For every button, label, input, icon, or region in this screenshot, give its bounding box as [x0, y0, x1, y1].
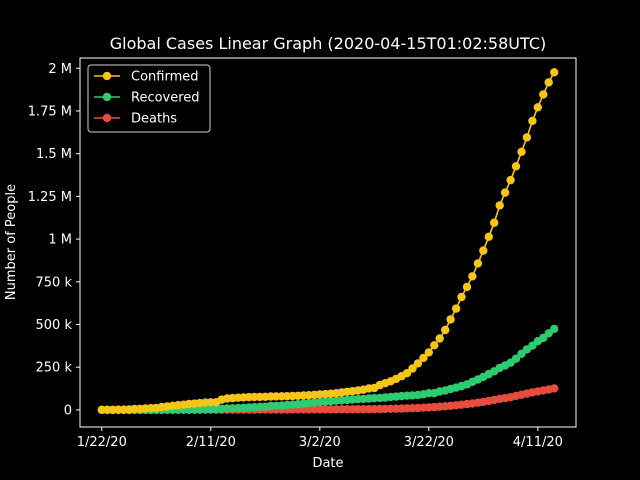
data-point [441, 325, 450, 335]
legend-marker [102, 113, 112, 123]
data-point [533, 103, 542, 112]
x-tick-label: 2/11/20 [186, 435, 236, 450]
data-point [550, 324, 559, 334]
data-point [484, 232, 493, 241]
data-point [473, 259, 483, 268]
data-point [435, 334, 444, 343]
data-point [451, 304, 461, 313]
data-point [550, 384, 559, 393]
y-axis-label: Number of People [4, 184, 19, 300]
plot-layer [97, 68, 559, 415]
y-tick-label: 500 k [36, 318, 73, 333]
y-tick-label: 250 k [36, 361, 73, 376]
data-point [506, 175, 515, 185]
legend-label: Deaths [131, 112, 177, 127]
y-tick-label: 1.75 M [28, 104, 72, 119]
data-point [495, 201, 504, 210]
legend-marker [102, 71, 112, 81]
data-point [402, 369, 412, 378]
data-point [468, 272, 477, 281]
legend-marker [102, 92, 112, 102]
data-point [522, 133, 532, 142]
legend: Confirmed Recovered Deaths [87, 64, 211, 133]
legend-label: Confirmed [131, 70, 199, 85]
series-recovered [97, 324, 559, 415]
x-axis-label: Date [312, 456, 343, 471]
data-point [500, 188, 510, 197]
data-point [528, 116, 537, 126]
x-tick-label: 3/2/20 [299, 435, 341, 450]
data-point [462, 282, 472, 292]
y-tick-label: 1 M [48, 233, 72, 248]
series-confirmed [97, 68, 559, 414]
plot-area [79, 57, 577, 428]
data-point [544, 78, 553, 87]
data-point [424, 348, 433, 357]
x-tick-label: 1/22/20 [77, 435, 127, 450]
legend-item-deaths: Deaths [94, 112, 177, 127]
x-tick-label: 4/11/20 [513, 435, 563, 450]
legend-frame [87, 64, 211, 133]
legend-label: Recovered [131, 91, 200, 106]
y-tick-label: 0 [64, 403, 72, 418]
y-tick-label: 750 k [36, 275, 73, 290]
data-point [446, 315, 455, 324]
data-point [408, 364, 417, 373]
y-tick-label: 2 M [48, 62, 72, 77]
tick-layer: 1/22/20 2/11/20 3/2/20 3/22/20 4/11/20 0 250 k… [28, 62, 563, 450]
x-tick-label: 3/22/20 [404, 435, 454, 450]
data-point [479, 246, 488, 255]
data-point [430, 341, 439, 350]
data-point [550, 68, 559, 77]
data-point [413, 359, 423, 368]
data-point [539, 90, 548, 99]
data-point [511, 354, 521, 363]
data-point [490, 218, 499, 227]
chart-title: Global Cases Linear Graph (2020-04-15T01… [110, 34, 547, 53]
data-point [419, 353, 428, 363]
y-tick-label: 1.25 M [28, 190, 72, 205]
legend-item-confirmed: Confirmed [94, 70, 199, 85]
data-point [457, 292, 466, 302]
legend-item-recovered: Recovered [94, 91, 200, 106]
y-tick-label: 1.5 M [36, 147, 72, 162]
data-point [511, 162, 521, 171]
data-point [517, 147, 526, 156]
